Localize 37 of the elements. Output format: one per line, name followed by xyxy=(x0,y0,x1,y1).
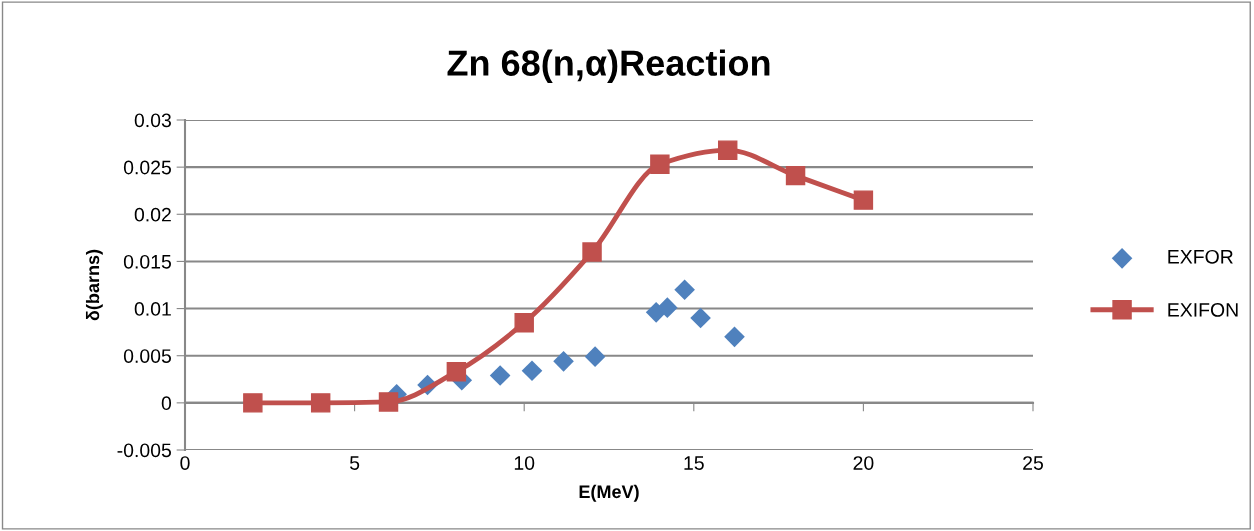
x-axis-title: E(MeV) xyxy=(579,484,639,502)
x-tick-label: 20 xyxy=(853,456,874,470)
point xyxy=(582,242,602,262)
point xyxy=(378,392,399,412)
point xyxy=(584,346,606,367)
point xyxy=(717,140,738,160)
point xyxy=(446,362,467,382)
y-tick-label: -0.005 xyxy=(117,443,171,458)
point xyxy=(690,307,711,329)
y-tick-label: 0.03 xyxy=(134,113,171,128)
point xyxy=(243,393,263,413)
legend-label: EXFOR xyxy=(1168,249,1233,264)
y-tick-label: 0.01 xyxy=(134,302,171,316)
y-axis-title: δ(barns) xyxy=(85,249,103,321)
point xyxy=(310,393,331,413)
point xyxy=(657,297,678,318)
point xyxy=(785,165,806,186)
point xyxy=(853,190,874,210)
x-tick-label: 15 xyxy=(684,456,704,470)
x-tick-label: 5 xyxy=(349,456,360,470)
chart-title: Zn 68(n,α)Reaction xyxy=(447,49,770,84)
point xyxy=(514,312,534,333)
legend-label: EXIFON xyxy=(1168,303,1238,317)
point xyxy=(489,365,511,386)
point xyxy=(553,351,574,372)
point xyxy=(674,279,695,301)
x-tick-label: 0 xyxy=(180,456,190,470)
y-tick-label: 0.015 xyxy=(123,254,171,269)
point xyxy=(521,360,543,382)
x-tick-label: 10 xyxy=(514,456,535,470)
y-tick-label: 0.005 xyxy=(123,349,171,363)
point xyxy=(724,326,745,348)
y-tick-label: 0.025 xyxy=(123,160,171,175)
point xyxy=(650,154,670,175)
x-tick-label: 25 xyxy=(1023,456,1043,470)
y-tick-label: 0.02 xyxy=(134,207,171,222)
y-tick-label: 0 xyxy=(161,396,172,411)
